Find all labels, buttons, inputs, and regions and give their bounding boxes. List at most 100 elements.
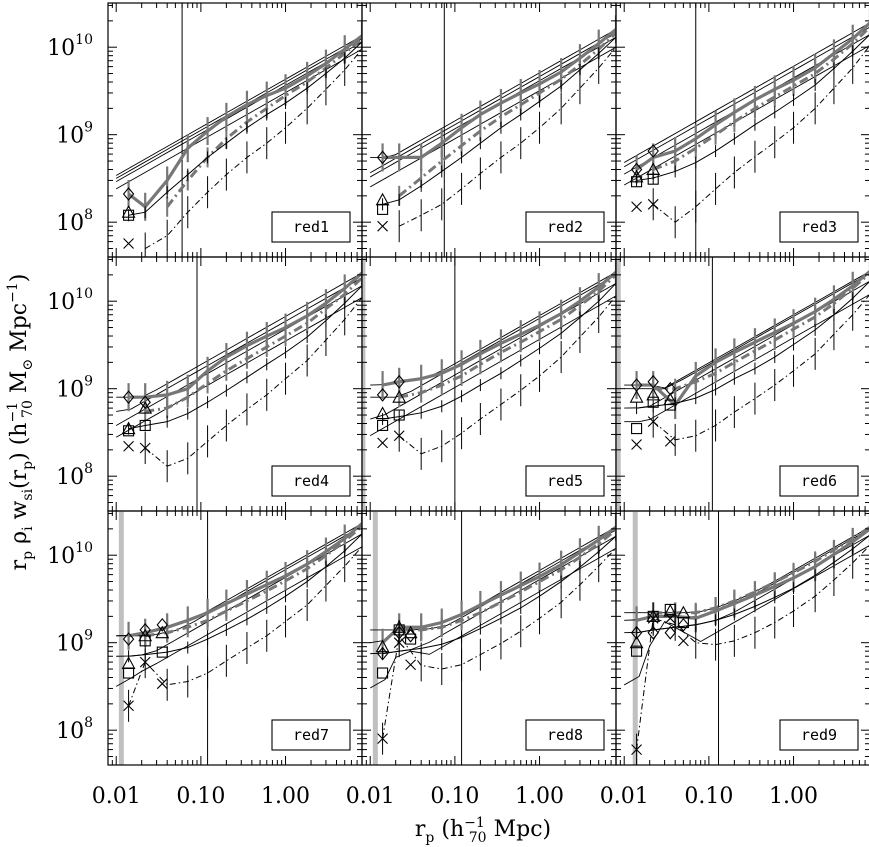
model-curve bbox=[115, 35, 362, 176]
marker-cross bbox=[123, 700, 134, 712]
marker-diamond bbox=[122, 390, 135, 405]
marker-cross bbox=[664, 612, 676, 624]
panel-label: red7 bbox=[271, 719, 351, 751]
marker-cross bbox=[631, 439, 642, 450]
series-thick-gray-dash bbox=[144, 276, 362, 413]
panel-plot-area bbox=[369, 3, 616, 257]
marker-square bbox=[139, 635, 151, 647]
marker-cross bbox=[393, 430, 405, 442]
series-thin-dashdot bbox=[398, 46, 616, 227]
marker-cross bbox=[647, 416, 659, 428]
model-curve bbox=[624, 294, 869, 423]
marker-diamond bbox=[122, 632, 135, 646]
panel-red6: red6 bbox=[615, 256, 869, 512]
series-thick-gray-dash bbox=[165, 37, 362, 208]
panel-label-text: red2 bbox=[547, 218, 583, 236]
marker-cross bbox=[139, 442, 151, 454]
marker-cross bbox=[139, 656, 151, 668]
panel-plot-area bbox=[623, 3, 869, 257]
marker-square bbox=[664, 603, 676, 615]
marker-cross bbox=[631, 201, 642, 213]
marker-triangle bbox=[375, 406, 390, 420]
marker-triangle bbox=[629, 390, 644, 403]
y-tick-label: 108 bbox=[56, 461, 93, 490]
model-curve bbox=[623, 22, 869, 163]
marker-diamond bbox=[630, 162, 643, 177]
marker-cross bbox=[664, 435, 676, 447]
series-thick-gray-dash bbox=[652, 25, 869, 171]
marker-cross bbox=[377, 220, 388, 232]
series-thin-dashdot bbox=[382, 547, 616, 739]
marker-square bbox=[647, 610, 659, 622]
x-tick-label: 0.10 bbox=[430, 784, 479, 809]
marker-square bbox=[377, 667, 389, 679]
model-curve bbox=[116, 272, 362, 398]
series-thick-gray-dash bbox=[653, 271, 869, 391]
panel-label: red3 bbox=[779, 211, 859, 243]
marker-triangle bbox=[138, 628, 153, 642]
marker-diamond bbox=[376, 150, 389, 165]
panel-label: red6 bbox=[779, 465, 859, 497]
marker-diamond bbox=[664, 625, 676, 640]
marker-triangle bbox=[121, 421, 136, 435]
x-tick-label: 0.01 bbox=[346, 784, 395, 809]
marker-triangle bbox=[121, 205, 136, 218]
series-thin-dashdot bbox=[144, 297, 362, 467]
model-curve bbox=[369, 295, 616, 436]
model-curve bbox=[623, 27, 869, 168]
marker-square bbox=[647, 173, 659, 185]
marker-square bbox=[393, 624, 405, 636]
model-curve bbox=[370, 282, 616, 420]
marker-triangle bbox=[155, 625, 170, 639]
panel-red2: red2 bbox=[361, 2, 617, 258]
marker-cross bbox=[405, 659, 416, 671]
marker-square bbox=[631, 176, 643, 188]
model-curve bbox=[115, 285, 362, 426]
x-tick-label: 0.10 bbox=[176, 784, 225, 809]
panel-label-text: red9 bbox=[801, 726, 837, 744]
panel-label: red8 bbox=[525, 719, 605, 751]
panel-label: red9 bbox=[779, 719, 859, 751]
marker-diamond bbox=[393, 625, 405, 640]
x-tick-label: 1.00 bbox=[769, 784, 818, 809]
marker-triangle bbox=[392, 620, 407, 633]
series-thin-dashdot bbox=[398, 295, 616, 455]
panel-frame bbox=[615, 510, 869, 766]
model-curve bbox=[370, 28, 616, 158]
panel-plot-area bbox=[623, 511, 869, 765]
panel-label: red2 bbox=[525, 211, 605, 243]
y-tick-label: 1010 bbox=[47, 32, 93, 61]
marker-square bbox=[393, 409, 405, 421]
y-tick-label: 109 bbox=[56, 120, 93, 149]
marker-triangle bbox=[663, 603, 678, 617]
series-thick-gray-dash bbox=[398, 31, 616, 198]
panel-plot-area bbox=[616, 257, 869, 511]
marker-square bbox=[123, 425, 135, 437]
marker-square bbox=[123, 667, 135, 679]
panel-label-text: red1 bbox=[293, 218, 329, 236]
marker-diamond bbox=[393, 374, 405, 389]
marker-diamond bbox=[647, 625, 659, 640]
series-thick-gray-dash bbox=[144, 524, 362, 638]
model-curve bbox=[115, 297, 362, 438]
x-tick-label: 1.00 bbox=[515, 784, 564, 809]
marker-square bbox=[677, 616, 689, 629]
marker-square bbox=[664, 399, 676, 411]
series-thick-gray-dash bbox=[398, 273, 616, 399]
panel-red8: red8 bbox=[361, 510, 617, 766]
marker-diamond bbox=[122, 187, 135, 201]
y-tick-label: 108 bbox=[56, 207, 93, 236]
y-tick-label: 1010 bbox=[47, 540, 93, 569]
panel-label-text: red4 bbox=[293, 472, 329, 490]
panel-red4: red4 bbox=[107, 256, 363, 512]
marker-triangle bbox=[375, 639, 390, 653]
model-curve bbox=[624, 273, 869, 390]
model-curve bbox=[369, 32, 616, 174]
x-tick-label: 1.00 bbox=[261, 784, 310, 809]
marker-triangle bbox=[646, 387, 661, 401]
marker-square bbox=[156, 646, 168, 658]
panel-red9: red9 bbox=[615, 510, 869, 766]
model-curve bbox=[624, 271, 869, 389]
panel-label: red4 bbox=[271, 465, 351, 497]
